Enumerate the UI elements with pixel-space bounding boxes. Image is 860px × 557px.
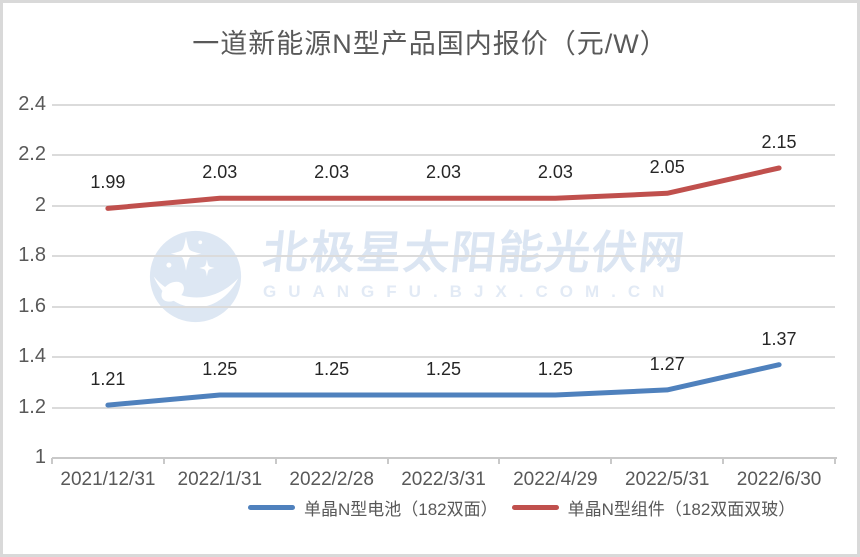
x-axis-category-label: 2022/3/31 <box>401 469 486 490</box>
x-axis-category-label: 2022/2/28 <box>289 469 374 490</box>
legend-label-module: 单晶N型组件（182双面双玻） <box>567 500 796 519</box>
legend-item-cell: 单晶N型电池（182双面） <box>248 495 498 520</box>
x-axis-tick <box>722 458 725 464</box>
data-label: 1.99 <box>90 172 126 193</box>
x-axis-line <box>52 457 837 459</box>
watermark: 北极星太阳能光伏网 GUANGFU.BJX.COM.CN <box>148 227 689 324</box>
y-axis-tick-label: 2 <box>34 193 46 216</box>
series-line-0 <box>105 362 782 408</box>
watermark-site-url: GUANGFU.BJX.COM.CN <box>263 282 677 302</box>
x-axis-category-label: 2021/12/31 <box>60 469 156 490</box>
y-axis-tick-label: 1.6 <box>18 294 46 317</box>
y-axis-tick-label: 1.8 <box>18 244 46 267</box>
legend: 单晶N型电池（182双面） 单晶N型组件（182双面双玻） <box>248 495 795 520</box>
gridline <box>52 406 835 409</box>
gridline <box>52 305 835 308</box>
data-label: 2.03 <box>314 162 350 183</box>
chart-title: 一道新能源N型产品国内报价（元/W） <box>192 29 668 59</box>
series-line-1 <box>105 165 782 211</box>
data-label: 2.03 <box>202 162 238 183</box>
y-axis-tick-label: 1.2 <box>18 395 46 418</box>
data-label: 2.05 <box>649 157 685 178</box>
gridline <box>52 154 835 157</box>
data-label: 2.03 <box>537 162 573 183</box>
x-axis-tick <box>162 458 165 464</box>
gridline <box>52 255 835 258</box>
x-axis-category-label: 2022/1/31 <box>177 469 263 490</box>
y-axis-tick-label: 1.4 <box>18 345 46 368</box>
y-axis-tick-label: 2.2 <box>18 143 46 166</box>
x-axis-category-label: 2022/4/29 <box>513 469 598 490</box>
data-label: 2.15 <box>761 132 797 153</box>
y-axis-tick-label: 2.4 <box>18 93 46 115</box>
data-label: 2.03 <box>425 162 462 183</box>
x-axis-category-label: 2022/5/31 <box>624 469 710 490</box>
legend-swatch-cell <box>248 505 295 510</box>
gridline <box>52 204 835 207</box>
legend-label-cell: 单晶N型电池（182双面） <box>304 500 498 519</box>
legend-swatch-module <box>511 505 559 510</box>
gridline <box>52 104 835 106</box>
x-axis-tick <box>51 458 53 464</box>
x-axis-tick <box>610 458 613 464</box>
data-label: 1.25 <box>425 358 462 379</box>
watermark-moon-star-icon <box>149 230 242 323</box>
gridline <box>52 356 835 359</box>
x-axis-tick <box>386 458 389 464</box>
data-label: 1.25 <box>314 358 350 379</box>
legend-item-module: 单晶N型组件（182双面双玻） <box>511 495 796 520</box>
data-label: 1.25 <box>537 358 573 379</box>
watermark-text: 北极星太阳能光伏网 GUANGFU.BJX.COM.CN <box>260 227 688 324</box>
y-axis-tick-label: 1 <box>34 446 46 468</box>
x-axis-tick <box>834 458 836 464</box>
data-label: 1.25 <box>202 358 238 379</box>
x-axis-tick <box>274 458 277 464</box>
data-label: 1.37 <box>761 328 797 349</box>
data-label: 1.27 <box>649 353 685 374</box>
data-label: 1.21 <box>90 369 126 390</box>
x-axis-tick <box>498 458 501 464</box>
x-axis-category-label: 2022/6/30 <box>736 469 822 490</box>
